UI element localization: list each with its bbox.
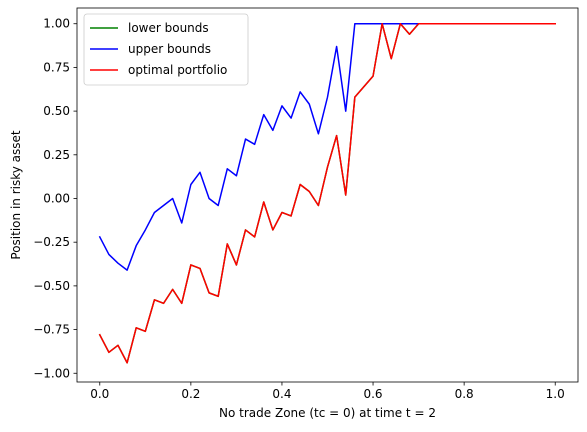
y-axis: −1.00 −0.75 −0.50 −0.25 0.00 0.25 0.50 0.75 1.00 [33,17,77,380]
series-line-optimal-portfolio [98,22,556,364]
y-tick-label: 0.75 [43,60,70,74]
y-tick-label: −0.50 [33,279,70,293]
y-tick-label: −0.75 [33,323,70,337]
y-axis-label: Position in risky asset [9,130,23,259]
x-tick-label: 0.2 [181,387,200,401]
legend-label-upper-bounds: upper bounds [128,42,211,56]
legend-box [83,13,249,86]
y-tick-label: 0.00 [43,191,70,205]
y-tick-label: 0.50 [43,104,70,118]
plot-area [76,7,579,383]
y-tick-label: −1.00 [33,366,70,380]
x-tick-label: 0.4 [272,387,291,401]
legend-label-optimal-portfolio: optimal portfolio [128,63,227,77]
axes-frame [76,7,579,383]
y-tick-label: 0.25 [43,148,70,162]
x-tick-label: 0.0 [90,387,109,401]
y-tick-label: 1.00 [43,17,70,31]
x-axis: 0.0 0.2 0.4 0.6 0.8 1.0 [90,382,565,401]
legend: lower bounds upper bounds optimal portfoli… [83,13,249,86]
legend-label-lower-bounds: lower bounds [128,21,209,35]
series-layer [98,22,556,364]
x-axis-label: No trade Zone (tc = 0) at time t = 2 [219,406,436,420]
x-tick-label: 0.8 [455,387,474,401]
y-tick-label: −0.25 [33,235,70,249]
x-tick-label: 1.0 [546,387,565,401]
x-tick-label: 0.6 [363,387,382,401]
